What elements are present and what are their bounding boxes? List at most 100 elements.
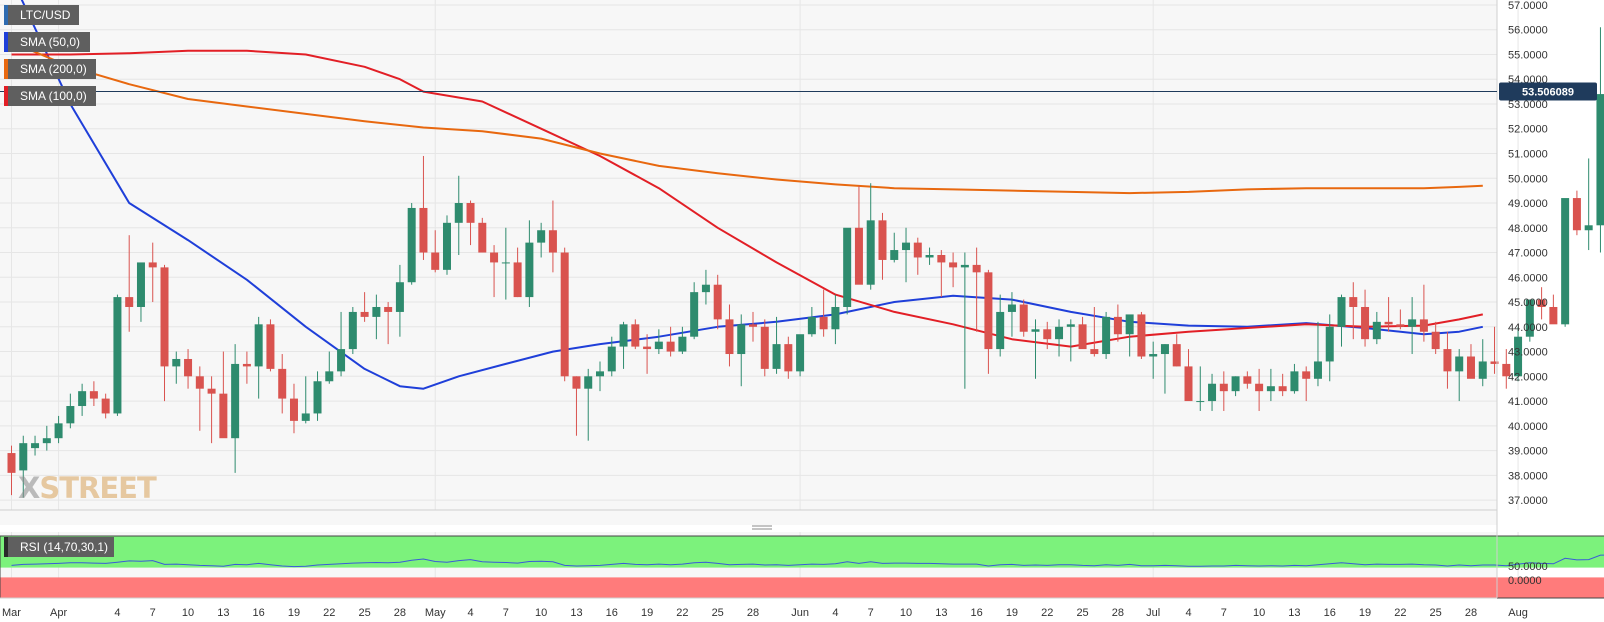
candle-body (42, 438, 51, 444)
candle-body (372, 306, 381, 317)
candle-body (807, 316, 816, 335)
candle (1196, 366, 1205, 411)
candle (1208, 373, 1217, 411)
candle (478, 217, 487, 253)
candle (207, 376, 216, 444)
x-tick-label: 7 (868, 607, 874, 619)
candle (960, 252, 969, 389)
candle (1290, 363, 1299, 394)
x-tick-label: 10 (182, 607, 194, 619)
candle (737, 314, 746, 387)
candle (1349, 282, 1358, 340)
x-tick-label: Jul (1146, 607, 1160, 619)
legend-sma50[interactable]: SMA (50,0) (4, 32, 90, 52)
candle (949, 252, 958, 288)
candle-body (713, 284, 722, 320)
candle (242, 351, 251, 384)
candle (337, 311, 346, 377)
candle-body (854, 227, 863, 285)
x-tick-label: 28 (747, 607, 759, 619)
candle (654, 329, 663, 355)
y-tick-label: 56.0000 (1508, 25, 1548, 37)
candle (1043, 321, 1052, 350)
candle (278, 354, 287, 414)
candle-body (972, 264, 981, 273)
candle (490, 245, 499, 298)
candle (431, 230, 440, 273)
candle-body (1349, 297, 1358, 307)
candle (984, 269, 993, 374)
fxstreet-watermark: XSTREET (18, 471, 157, 505)
candle (1596, 27, 1604, 253)
candle (548, 200, 557, 273)
y-tick-label: 48.0000 (1508, 223, 1548, 235)
candle-body (654, 341, 663, 350)
candle-body (278, 368, 287, 399)
candle (184, 349, 193, 389)
candle (254, 316, 263, 399)
rsi-line (11, 554, 1604, 568)
pane-resize-handle[interactable] (752, 525, 772, 530)
candle (125, 235, 134, 332)
candle (1572, 190, 1581, 236)
candle (466, 200, 475, 246)
candle (572, 376, 581, 436)
legend-rsi[interactable]: RSI (14,70,30,1) (4, 537, 114, 557)
candle-body (1549, 306, 1558, 325)
candle (1243, 371, 1252, 389)
candle (501, 227, 510, 300)
legend-sma200[interactable]: SMA (200,0) (4, 59, 96, 79)
candle (454, 175, 463, 255)
candle-body (619, 324, 628, 347)
x-tick-label: 28 (1465, 607, 1477, 619)
candle (537, 222, 546, 258)
x-tick-label: Jun (791, 607, 809, 619)
candle-body (607, 346, 616, 372)
x-tick-label: 16 (971, 607, 983, 619)
legend-pair[interactable]: LTC/USD (4, 5, 79, 25)
candle-body (1302, 371, 1311, 379)
x-tick-label: 10 (900, 607, 912, 619)
candle-body (325, 371, 334, 382)
x-tick-label: 25 (358, 607, 370, 619)
candle (878, 212, 887, 280)
legend-sma100[interactable]: SMA (100,0) (4, 86, 96, 106)
candle (972, 247, 981, 332)
candle (913, 237, 922, 275)
candle (313, 371, 322, 421)
candle-body (1266, 386, 1275, 392)
y-tick-label: 40.0000 (1508, 421, 1548, 433)
candle-body (1396, 324, 1405, 327)
candle (1561, 198, 1570, 327)
candle-body (1031, 329, 1040, 332)
candle (1007, 292, 1016, 337)
candlesticks (7, 27, 1604, 498)
candle (1137, 311, 1146, 359)
x-tick-label: 19 (641, 607, 653, 619)
candle (1384, 297, 1393, 332)
candle (1090, 306, 1099, 357)
x-tick-label: May (425, 607, 446, 619)
candle (1113, 304, 1122, 342)
candle-body (819, 316, 828, 330)
x-tick-label: 16 (606, 607, 618, 619)
candle (1466, 344, 1475, 379)
candle (866, 183, 875, 290)
candle-body (1172, 344, 1181, 367)
candle (195, 366, 204, 431)
candle-body (890, 250, 899, 260)
x-tick-label: 19 (1006, 607, 1018, 619)
candle (1019, 299, 1028, 337)
candle (1231, 376, 1240, 397)
candle-body (1007, 304, 1016, 312)
y-tick-label: 50.0000 (1508, 173, 1548, 185)
candle (1066, 319, 1075, 362)
candle-body (254, 324, 263, 367)
candle-body (54, 423, 63, 439)
y-tick-label: 39.0000 (1508, 446, 1548, 458)
last-price-label: 53.506089 (1522, 86, 1574, 98)
candle-body (1184, 366, 1193, 402)
candle-body (454, 203, 463, 223)
candle (1408, 297, 1417, 355)
